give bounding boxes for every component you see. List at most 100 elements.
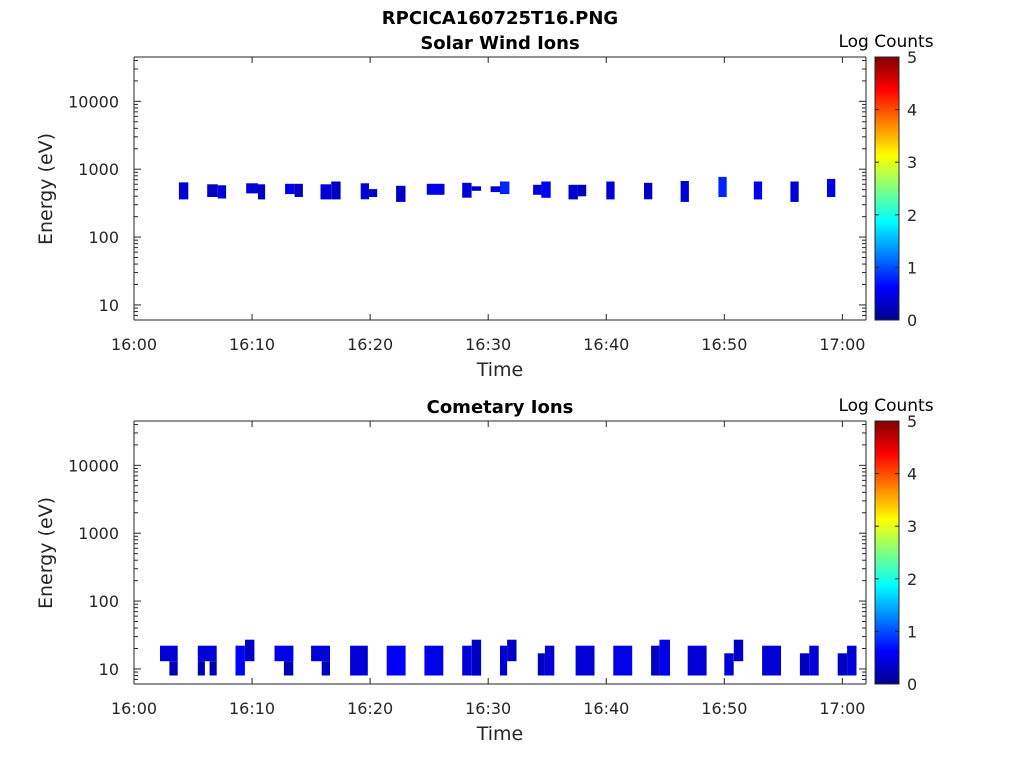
heatmap-cell — [283, 661, 294, 676]
axes: 16:00 16:10 16:20 16:30 16:40 16:50 17:00 10 100… — [68, 420, 867, 718]
heatmap-cell — [687, 645, 707, 676]
heatmap-cell — [178, 182, 189, 200]
heatmap-cell — [790, 181, 799, 202]
heatmap-cell — [274, 645, 294, 662]
colorbar-tick-label: 2 — [907, 570, 917, 589]
heatmap-cell — [644, 182, 653, 200]
heatmap-cell — [424, 645, 444, 676]
heatmap-cell — [462, 182, 472, 198]
heatmap-cell — [311, 645, 330, 662]
heatmap-cell — [500, 645, 508, 676]
heatmap-cell — [651, 645, 660, 676]
heatmap-cell — [294, 183, 303, 197]
panel-title: Cometary Ions — [427, 397, 574, 418]
x-tick-label: 16:20 — [347, 335, 393, 354]
colorbar-tick-label: 5 — [907, 48, 917, 67]
heatmap-cell — [209, 661, 217, 676]
heatmap-cell — [368, 189, 378, 197]
heatmap-cell — [197, 661, 205, 676]
colorbar-tick-label: 3 — [907, 153, 917, 172]
y-tick-label: 100 — [88, 228, 119, 247]
heatmap-cell — [659, 639, 670, 676]
heatmap-cell — [847, 645, 857, 676]
heatmap-cell — [320, 184, 332, 200]
heatmap-cell — [207, 184, 218, 197]
heatmap-cell — [471, 639, 482, 676]
colorbar-tick-label: 1 — [907, 622, 917, 641]
heatmap-cell — [809, 645, 819, 676]
heatmap-cell — [606, 181, 615, 200]
colorbar-label: Log Counts — [838, 396, 933, 416]
y-tick-label: 1000 — [78, 160, 119, 179]
heatmap-cell — [500, 181, 510, 195]
colorbar-gradient — [874, 420, 900, 685]
x-tick-label: 16:20 — [347, 699, 393, 718]
x-tick-label: 16:40 — [583, 335, 629, 354]
heatmap-cell — [396, 185, 406, 202]
y-axis-label: Energy (eV) — [35, 133, 57, 245]
x-tick-label: 16:10 — [229, 699, 275, 718]
colorbar-tick-label: 1 — [907, 258, 917, 277]
colorbar-label: Log Counts — [838, 32, 933, 52]
colorbar-tick-label: 0 — [907, 675, 917, 694]
x-tick-label: 16:00 — [111, 335, 157, 354]
x-tick-label: 17:00 — [819, 699, 865, 718]
heatmap-cell — [235, 645, 245, 676]
heatmap-cell — [762, 645, 781, 676]
colorbar-tick-label: 4 — [907, 101, 917, 120]
heatmap-cell — [471, 186, 482, 191]
colorbar-gradient — [874, 56, 900, 321]
colorbar: 0 1 2 3 4 5 — [874, 412, 917, 694]
heatmap-cell — [537, 653, 545, 676]
heatmap-cells — [160, 639, 857, 676]
heatmap-cell — [718, 176, 727, 197]
panel-solar-wind-ions: Solar Wind Ions Log Counts Time Energy (… — [35, 32, 934, 381]
x-tick-label: 16:50 — [701, 699, 747, 718]
heatmap-cell — [490, 186, 500, 193]
y-tick-label: 10000 — [68, 456, 119, 475]
x-axis-label: Time — [476, 359, 524, 381]
heatmap-cell — [360, 183, 369, 200]
panel-cometary-ions: Cometary Ions Log Counts Time Energy (eV… — [35, 396, 934, 745]
heatmap-cell — [799, 653, 810, 676]
heatmap-cell — [386, 645, 406, 676]
y-tick-label: 100 — [88, 592, 119, 611]
heatmap-cell — [285, 183, 295, 195]
y-tick-label: 1000 — [78, 524, 119, 543]
heatmap-cell — [724, 653, 734, 676]
heatmap-cell — [827, 178, 836, 197]
heatmap-cell — [426, 183, 445, 195]
colorbar-tick-label: 5 — [907, 412, 917, 431]
heatmap-cell — [533, 184, 542, 195]
x-tick-label: 16:40 — [583, 699, 629, 718]
heatmap-cell — [613, 645, 633, 676]
colorbar-tick-label: 3 — [907, 517, 917, 536]
y-tick-label: 10 — [99, 660, 119, 679]
heatmap-cell — [197, 645, 217, 662]
heatmap-cell — [258, 184, 266, 200]
colorbar-tick-label: 2 — [907, 206, 917, 225]
heatmap-cells — [178, 176, 836, 202]
heatmap-cell — [350, 645, 368, 676]
heatmap-cell — [837, 653, 848, 676]
x-axis-label: Time — [476, 723, 524, 745]
x-tick-label: 16:30 — [465, 699, 511, 718]
heatmap-cell — [160, 645, 178, 662]
colorbar-tick-label: 0 — [907, 311, 917, 330]
heatmap-cell — [245, 639, 255, 662]
axes: 16:00 16:10 16:20 16:30 16:40 16:50 17:00 10 100… — [68, 56, 867, 354]
heatmap-cell — [246, 183, 258, 194]
heatmap-cell — [507, 639, 517, 662]
heatmap-cell — [541, 181, 551, 198]
heatmap-cell — [568, 184, 578, 200]
y-tick-label: 10 — [99, 296, 119, 315]
heatmap-cell — [577, 184, 587, 197]
heatmap-cell — [733, 639, 744, 662]
figure-title: RPCICA160725T16.PNG — [382, 8, 618, 29]
colorbar-tick-label: 4 — [907, 465, 917, 484]
heatmap-cell — [575, 645, 595, 676]
x-tick-label: 16:30 — [465, 335, 511, 354]
panel-title: Solar Wind Ions — [420, 33, 579, 54]
x-tick-label: 16:10 — [229, 335, 275, 354]
